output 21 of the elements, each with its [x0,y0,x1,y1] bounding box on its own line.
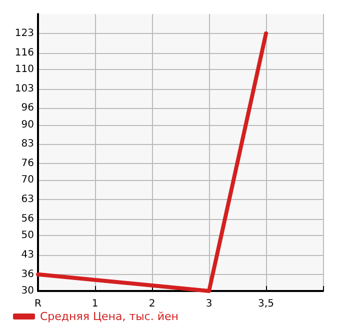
y-tick-label: 76 [21,158,34,170]
y-tick-label: 56 [21,213,34,224]
y-tick-label: 70 [21,174,34,186]
y-tick-label: 116 [14,47,34,58]
y-tick-label: 43 [21,249,34,260]
y-tick-label: 110 [14,64,34,75]
y-tick-label: 63 [21,194,34,206]
x-tick-label: 1 [92,298,98,310]
x-tick-label: 3,5 [258,298,274,310]
legend-label: Средняя Цена, тыс. йен [40,310,178,323]
y-tick-label: 90 [21,119,34,130]
y-tick-label: 123 [14,28,34,39]
x-tick-label: 2 [148,298,156,310]
y-tick-label: 83 [21,138,34,150]
y-tick-label: 30 [21,286,34,296]
y-tick-label: 96 [21,102,34,114]
y-tick-label: 103 [14,83,34,94]
x-tick-label: R [34,298,42,310]
x-tick-label: 3 [206,298,212,310]
y-tick-label: 50 [21,230,34,242]
y-tick-label: 36 [21,268,34,280]
